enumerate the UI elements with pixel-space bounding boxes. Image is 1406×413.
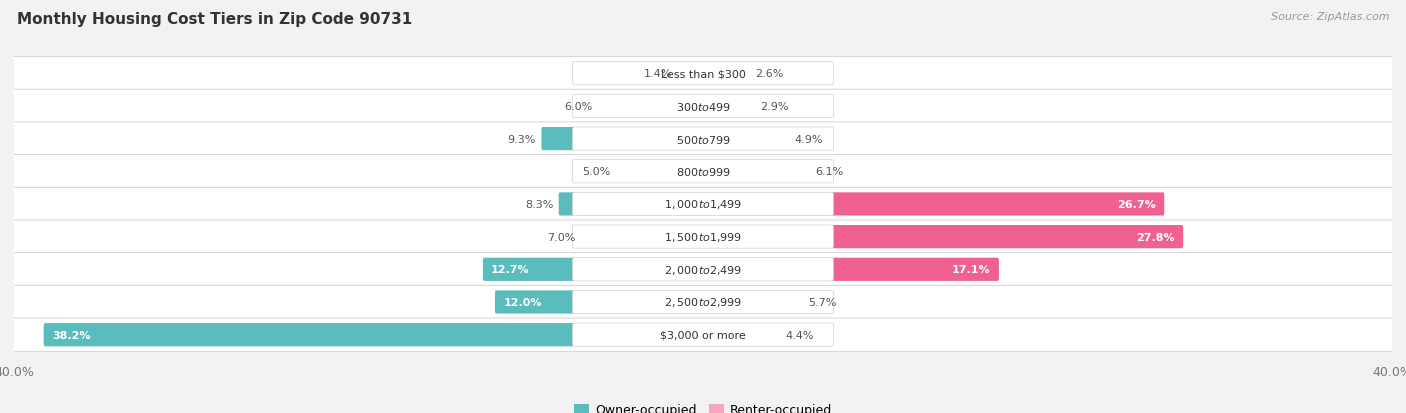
Text: 9.3%: 9.3% bbox=[508, 134, 536, 144]
FancyBboxPatch shape bbox=[572, 128, 834, 151]
Text: Less than $300: Less than $300 bbox=[661, 69, 745, 79]
FancyBboxPatch shape bbox=[541, 128, 575, 151]
FancyBboxPatch shape bbox=[572, 193, 834, 216]
Text: $2,000 to $2,499: $2,000 to $2,499 bbox=[664, 263, 742, 276]
FancyBboxPatch shape bbox=[572, 95, 834, 118]
FancyBboxPatch shape bbox=[558, 193, 575, 216]
FancyBboxPatch shape bbox=[11, 155, 1395, 188]
Text: 6.1%: 6.1% bbox=[815, 167, 844, 177]
Text: $300 to $499: $300 to $499 bbox=[675, 101, 731, 113]
Text: $500 to $799: $500 to $799 bbox=[675, 133, 731, 145]
Text: 5.7%: 5.7% bbox=[808, 297, 837, 307]
FancyBboxPatch shape bbox=[572, 62, 834, 85]
Text: 27.8%: 27.8% bbox=[1136, 232, 1175, 242]
Text: 4.9%: 4.9% bbox=[794, 134, 823, 144]
Text: 12.0%: 12.0% bbox=[503, 297, 541, 307]
FancyBboxPatch shape bbox=[831, 193, 1164, 216]
Text: 2.9%: 2.9% bbox=[759, 102, 789, 112]
FancyBboxPatch shape bbox=[831, 225, 1184, 249]
Text: 8.3%: 8.3% bbox=[524, 199, 553, 209]
FancyBboxPatch shape bbox=[572, 323, 834, 347]
Text: $800 to $999: $800 to $999 bbox=[675, 166, 731, 178]
Text: 2.6%: 2.6% bbox=[755, 69, 783, 79]
Text: $1,000 to $1,499: $1,000 to $1,499 bbox=[664, 198, 742, 211]
FancyBboxPatch shape bbox=[11, 90, 1395, 123]
Text: Source: ZipAtlas.com: Source: ZipAtlas.com bbox=[1271, 12, 1389, 22]
FancyBboxPatch shape bbox=[572, 160, 834, 183]
FancyBboxPatch shape bbox=[572, 225, 834, 249]
Text: 4.4%: 4.4% bbox=[786, 330, 814, 340]
FancyBboxPatch shape bbox=[495, 291, 575, 314]
FancyBboxPatch shape bbox=[572, 291, 834, 314]
FancyBboxPatch shape bbox=[11, 221, 1395, 254]
Text: $1,500 to $1,999: $1,500 to $1,999 bbox=[664, 230, 742, 244]
FancyBboxPatch shape bbox=[11, 188, 1395, 221]
Text: 12.7%: 12.7% bbox=[491, 265, 530, 275]
Text: 7.0%: 7.0% bbox=[547, 232, 575, 242]
Text: 17.1%: 17.1% bbox=[952, 265, 991, 275]
FancyBboxPatch shape bbox=[11, 318, 1395, 351]
FancyBboxPatch shape bbox=[11, 253, 1395, 286]
FancyBboxPatch shape bbox=[44, 323, 575, 347]
Text: $2,500 to $2,999: $2,500 to $2,999 bbox=[664, 296, 742, 309]
FancyBboxPatch shape bbox=[11, 57, 1395, 90]
Text: 6.0%: 6.0% bbox=[565, 102, 593, 112]
FancyBboxPatch shape bbox=[11, 286, 1395, 319]
FancyBboxPatch shape bbox=[572, 258, 834, 281]
FancyBboxPatch shape bbox=[11, 123, 1395, 156]
Text: 5.0%: 5.0% bbox=[582, 167, 610, 177]
Text: 38.2%: 38.2% bbox=[52, 330, 90, 340]
Text: 1.4%: 1.4% bbox=[644, 69, 672, 79]
FancyBboxPatch shape bbox=[831, 258, 998, 281]
Text: Monthly Housing Cost Tiers in Zip Code 90731: Monthly Housing Cost Tiers in Zip Code 9… bbox=[17, 12, 412, 27]
FancyBboxPatch shape bbox=[482, 258, 575, 281]
Legend: Owner-occupied, Renter-occupied: Owner-occupied, Renter-occupied bbox=[568, 398, 838, 413]
Text: 26.7%: 26.7% bbox=[1118, 199, 1156, 209]
Text: $3,000 or more: $3,000 or more bbox=[661, 330, 745, 340]
